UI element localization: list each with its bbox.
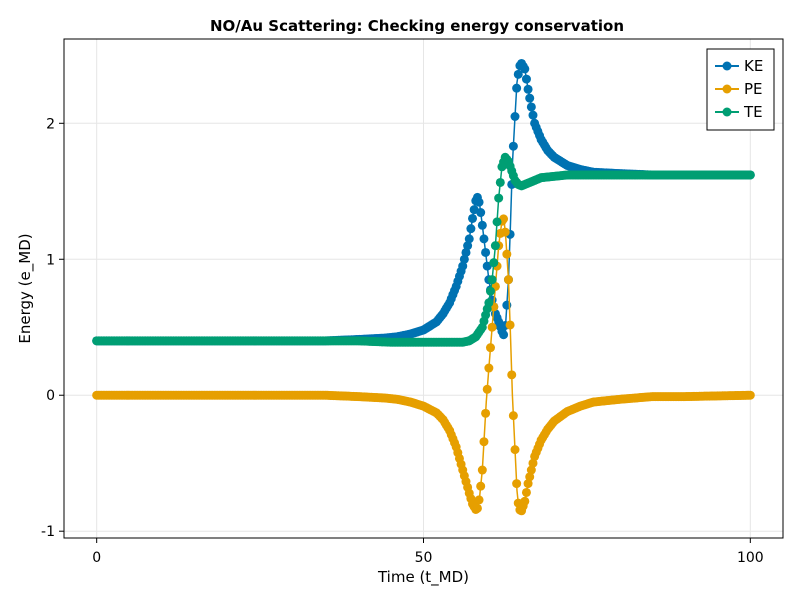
data-point (745, 170, 755, 180)
data-point (499, 330, 509, 340)
y-axis-label: Energy (e_MD) (16, 233, 35, 343)
data-point (492, 217, 502, 227)
legend-item-ke: KE (715, 57, 763, 75)
plot-series (92, 58, 755, 516)
data-point (484, 363, 494, 373)
data-point (477, 220, 487, 230)
data-point (513, 69, 523, 79)
data-point (485, 286, 495, 296)
data-point (510, 445, 520, 455)
data-point (521, 74, 531, 84)
legend: KE PE TE (706, 48, 775, 131)
data-point (485, 343, 495, 353)
legend-marker (722, 84, 732, 94)
data-point (507, 370, 517, 380)
data-point (494, 193, 504, 203)
data-point (489, 258, 499, 268)
axis-ticks: 0 50 100 -1 0 1 2 (41, 116, 764, 566)
y-tick-label: -1 (41, 524, 55, 540)
legend-item-te: TE (715, 103, 763, 121)
data-point (463, 241, 473, 251)
x-tick-label: 0 (92, 550, 101, 566)
data-point (512, 83, 522, 93)
data-point (745, 390, 755, 400)
data-point (508, 141, 518, 151)
data-point (472, 503, 482, 513)
data-point (484, 298, 494, 308)
x-axis-label: Time (t_MD) (377, 568, 469, 587)
data-point (502, 249, 512, 259)
legend-marker (722, 61, 732, 71)
data-point (510, 112, 520, 122)
legend-label: TE (743, 103, 763, 121)
data-point (459, 254, 469, 264)
data-point (503, 275, 513, 285)
data-point (461, 247, 471, 257)
data-point (528, 110, 538, 120)
data-point (487, 322, 497, 332)
data-point (490, 241, 500, 251)
data-point (521, 487, 531, 497)
x-tick-label: 100 (737, 550, 764, 566)
data-point (523, 84, 533, 94)
data-point (482, 384, 492, 394)
data-point (468, 213, 478, 223)
legend-marker (722, 107, 732, 117)
data-point (512, 479, 522, 489)
legend-label: PE (744, 80, 763, 98)
data-point (520, 64, 530, 74)
y-tick-label: 1 (46, 252, 55, 268)
data-point (458, 261, 468, 271)
data-point (466, 224, 476, 234)
data-point (520, 496, 530, 506)
data-point (508, 411, 518, 421)
data-point (476, 481, 486, 491)
data-point (474, 197, 484, 207)
series-pe (92, 214, 755, 516)
legend-item-pe: PE (715, 80, 763, 98)
y-tick-label: 2 (46, 116, 55, 132)
data-point (479, 234, 489, 244)
data-point (526, 102, 536, 112)
legend-label: KE (744, 57, 763, 75)
data-point (481, 408, 491, 418)
x-tick-label: 50 (415, 550, 433, 566)
data-point (487, 275, 497, 285)
chart-title: NO/Au Scattering: Checking energy conser… (210, 17, 624, 35)
series-te (92, 152, 755, 347)
data-point (495, 177, 505, 187)
data-point (476, 208, 486, 218)
data-point (525, 93, 535, 103)
data-point (477, 465, 487, 475)
data-point (474, 495, 484, 505)
data-point (528, 458, 538, 468)
data-point (479, 437, 489, 447)
data-point (481, 247, 491, 257)
data-point (526, 465, 536, 475)
data-point (464, 234, 474, 244)
data-point (525, 472, 535, 482)
grid-lines (64, 39, 783, 538)
data-point (505, 320, 515, 330)
data-point (523, 479, 533, 489)
data-point (500, 227, 510, 237)
y-tick-label: 0 (46, 388, 55, 404)
